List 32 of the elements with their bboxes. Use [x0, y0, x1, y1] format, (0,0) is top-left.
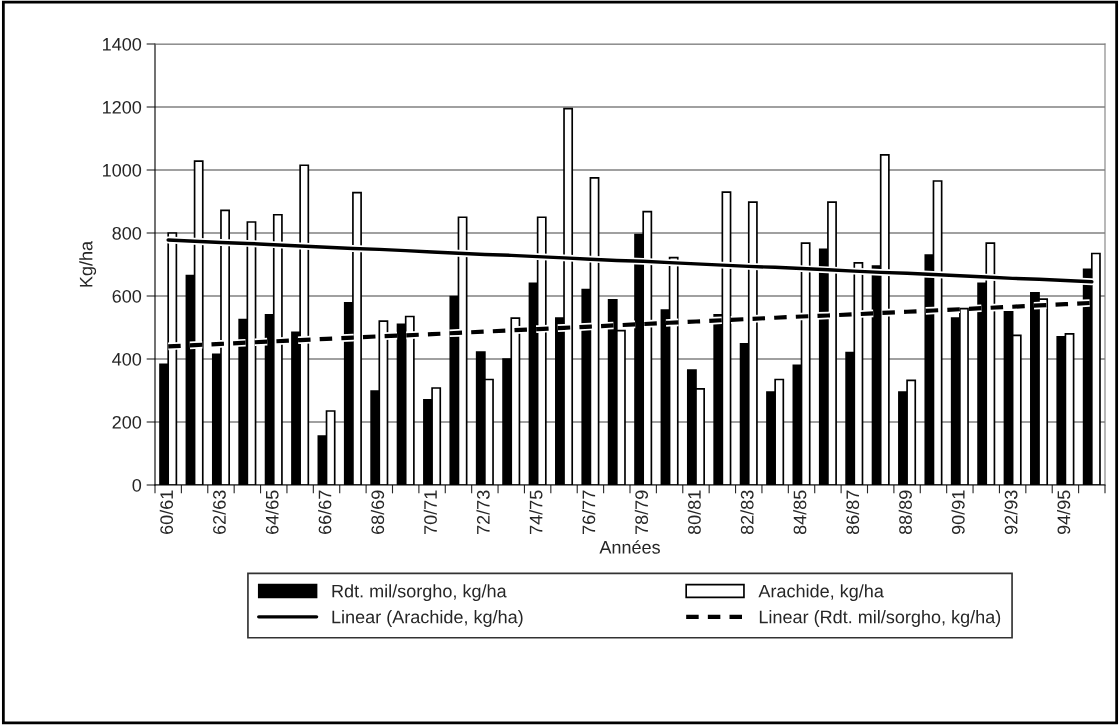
legend-label: Linear (Rdt. mil/sorgho, kg/ha) [759, 610, 1001, 627]
y-tick-label: 1400 [103, 37, 142, 51]
x-tick-label: 82/83 [740, 490, 754, 535]
x-tick-label: 88/89 [898, 490, 912, 535]
x-tick-label: 66/67 [318, 490, 332, 534]
x-tick-label: 70/71 [423, 490, 437, 534]
x-tick-label: 80/81 [687, 490, 701, 535]
legend-label: Arachide, kg/ha [758, 584, 884, 602]
y-tick-label: 800 [112, 226, 142, 240]
y-tick-label: 600 [112, 289, 142, 303]
y-axis-title: Kg/ha [79, 240, 97, 287]
x-tick-label: 94/95 [1057, 490, 1071, 535]
y-tick-label: 200 [112, 415, 142, 429]
x-tick-label: 92/93 [1004, 490, 1018, 535]
legend-label: Rdt. mil/sorgho, kg/ha [332, 584, 507, 602]
x-tick-label: 90/91 [951, 490, 965, 535]
x-tick-label: 72/73 [476, 490, 490, 534]
x-tick-label: 86/87 [845, 490, 860, 535]
x-tick-label: 78/79 [634, 490, 649, 534]
x-tick-label: 84/85 [793, 490, 807, 535]
x-tick-label: 60/61 [159, 490, 174, 534]
y-tick-label: 1200 [103, 100, 142, 114]
x-tick-label: 68/69 [370, 490, 385, 534]
x-axis-title: Années [599, 540, 660, 554]
x-tick-label: 74/75 [529, 490, 543, 534]
y-tick-label: 400 [112, 352, 142, 366]
x-tick-label: 64/65 [265, 490, 279, 534]
y-tick-label: 1000 [103, 163, 142, 177]
x-tick-label: 76/77 [582, 490, 596, 534]
y-tick-label: 0 [132, 478, 142, 492]
legend-label: Linear (Arachide, kg/ha) [332, 610, 523, 627]
x-tick-label: 62/63 [212, 490, 226, 534]
